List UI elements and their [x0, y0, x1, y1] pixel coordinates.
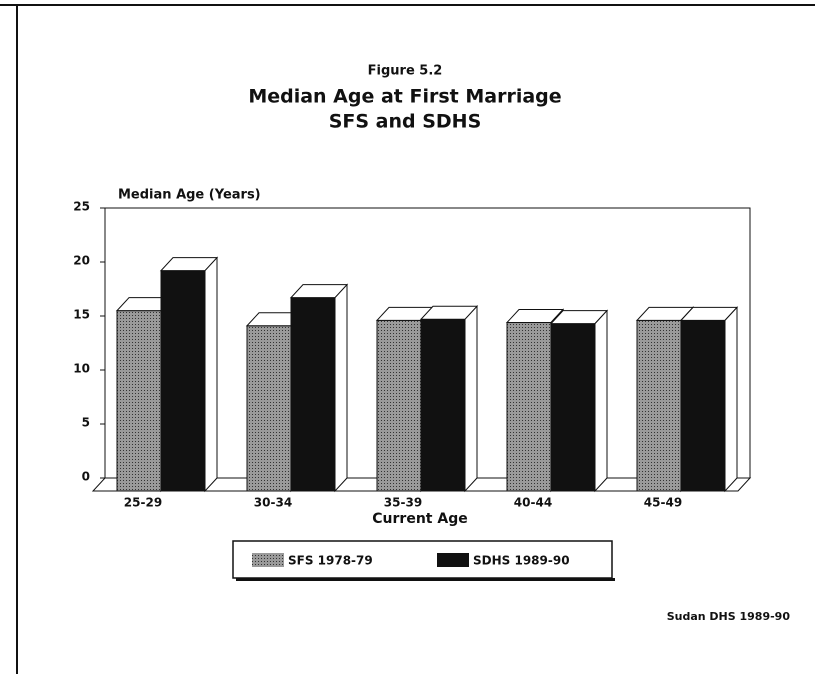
- y-tick-label: 15: [73, 308, 90, 322]
- chart-title: Median Age at First Marriage: [248, 86, 561, 108]
- supertitle: Figure 5.2: [368, 64, 443, 79]
- x-tick-label: 25-29: [124, 496, 162, 510]
- bar-side: [334, 283, 348, 493]
- bar-front: [290, 297, 336, 492]
- bar-side: [204, 256, 218, 493]
- legend-swatch: [437, 553, 469, 567]
- legend-swatch: [252, 553, 284, 567]
- legend-shadow: [236, 578, 615, 581]
- bar-front: [160, 270, 206, 492]
- bar-front: [116, 310, 162, 492]
- legend-label: SDHS 1989-90: [473, 554, 570, 568]
- source: Sudan DHS 1989-90: [667, 610, 791, 623]
- bar-front: [420, 318, 466, 492]
- bar-front: [376, 319, 422, 492]
- legend-label: SFS 1978-79: [288, 554, 373, 568]
- bar-side: [724, 306, 738, 493]
- y-tick-label: 0: [82, 470, 90, 484]
- x-tick-label: 40-44: [514, 496, 552, 510]
- subtitle: SFS and SDHS: [329, 111, 482, 133]
- y-tick-label: 25: [73, 200, 90, 214]
- bar-front: [246, 325, 292, 492]
- x-tick-label: 45-49: [644, 496, 682, 510]
- legend-box: [232, 540, 613, 579]
- bar-front: [506, 322, 552, 492]
- y-tick-label: 5: [82, 416, 90, 430]
- bar-front: [550, 323, 596, 492]
- x-tick-label: 30-34: [254, 496, 292, 510]
- bar-front: [680, 319, 726, 492]
- bar-side: [594, 309, 608, 493]
- y-tick-label: 20: [73, 254, 90, 268]
- y-tick-label: 10: [73, 362, 90, 376]
- bar-front: [636, 319, 682, 492]
- bar-side: [464, 305, 478, 493]
- y-axis-label: Median Age (Years): [118, 188, 261, 203]
- x-tick-label: 35-39: [384, 496, 422, 510]
- x-axis-label: Current Age: [372, 511, 467, 527]
